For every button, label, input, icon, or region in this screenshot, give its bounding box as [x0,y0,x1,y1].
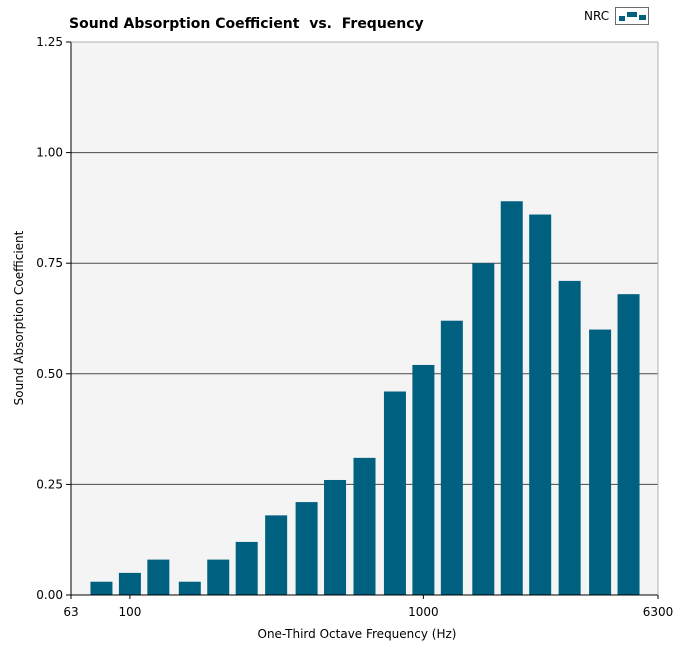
y-tick-label: 0.00 [36,588,63,602]
bar [383,391,406,595]
bar [147,559,170,595]
bar [178,581,201,595]
axes [70,41,659,596]
bar [207,559,230,595]
x-tick-label: 6300 [643,605,674,619]
y-ticks: 0.00 0.25 0.50 0.75 1.00 1.25 [36,35,71,602]
y-tick-label: 0.50 [36,367,63,381]
x-axis-label: One-Third Octave Frequency (Hz) [258,627,457,641]
x-tick-label: 100 [118,605,141,619]
chart-title: Sound Absorption Coefficient vs. Frequen… [69,16,424,32]
bar [353,457,376,595]
bar [472,263,495,595]
bar [235,541,258,595]
y-axis-label: Sound Absorption Coefficient [12,230,26,405]
bar [617,294,640,595]
y-tick-label: 1.00 [36,146,63,160]
bar [265,515,288,595]
bar [500,201,523,595]
bar [558,280,581,595]
x-ticks: 63 100 1000 6300 [63,595,673,619]
legend-label-nrc: NRC [584,9,610,23]
y-tick-label: 0.75 [36,256,63,270]
y-tick-label: 0.25 [36,477,63,491]
legend[interactable]: NRC [584,6,650,26]
bar [440,320,463,595]
bar [118,572,141,595]
legend-swatch-icon [615,7,650,25]
bar [295,502,318,595]
bar [589,329,612,595]
y-tick-label: 1.25 [36,35,63,49]
bars [90,201,640,595]
x-tick-label: 63 [63,605,78,619]
x-tick-label: 1000 [408,605,439,619]
bar [412,364,435,595]
bar [529,214,552,595]
bar [90,581,113,595]
bar [324,479,347,595]
